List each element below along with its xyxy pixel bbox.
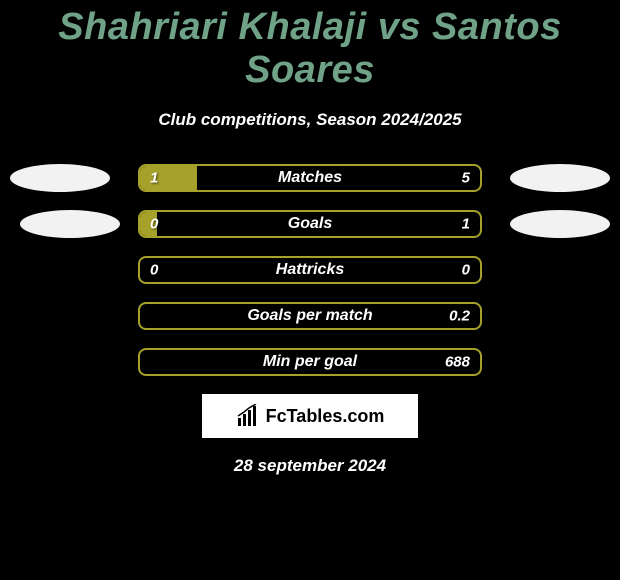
metric-value-right: 0.2 [449,308,470,325]
player-left-pill [10,164,110,192]
metric-label: Goals [288,215,332,233]
metric-value-right: 688 [445,354,470,371]
fctables-logo-link[interactable]: FcTables.com [202,394,418,438]
metric-bar: Min per goal 688 [138,348,482,376]
metric-bar: Goals per match 0.2 [138,302,482,330]
metric-label: Goals per match [247,307,372,325]
fctables-logo: FcTables.com [236,404,385,428]
metric-value-left: 0 [150,216,158,233]
metric-bar: 0 Goals 1 [138,210,482,238]
page-title: Shahriari Khalaji vs Santos Soares [0,0,620,92]
metric-label: Hattricks [276,261,344,279]
metric-row: 0 Goals 1 [0,210,620,238]
metric-value-left: 0 [150,262,158,279]
chart-icon [236,404,260,428]
metric-bar: 0 Hattricks 0 [138,256,482,284]
subtitle: Club competitions, Season 2024/2025 [0,110,620,130]
metric-label: Matches [278,169,342,187]
logo-text: FcTables.com [266,406,385,427]
metric-row: Goals per match 0.2 [0,302,620,330]
metric-bar: 1 Matches 5 [138,164,482,192]
metric-value-right: 5 [462,170,470,187]
metric-rows: 1 Matches 5 0 Goals 1 0 Hattricks 0 G [0,164,620,376]
player-left-pill [20,210,120,238]
player-right-pill [510,164,610,192]
metric-label: Min per goal [263,353,357,371]
metric-value-left: 1 [150,170,158,187]
metric-fill [140,166,197,190]
player-right-pill [510,210,610,238]
metric-value-right: 1 [462,216,470,233]
metric-row: Min per goal 688 [0,348,620,376]
metric-row: 0 Hattricks 0 [0,256,620,284]
date-label: 28 september 2024 [0,456,620,476]
metric-value-right: 0 [462,262,470,279]
metric-row: 1 Matches 5 [0,164,620,192]
